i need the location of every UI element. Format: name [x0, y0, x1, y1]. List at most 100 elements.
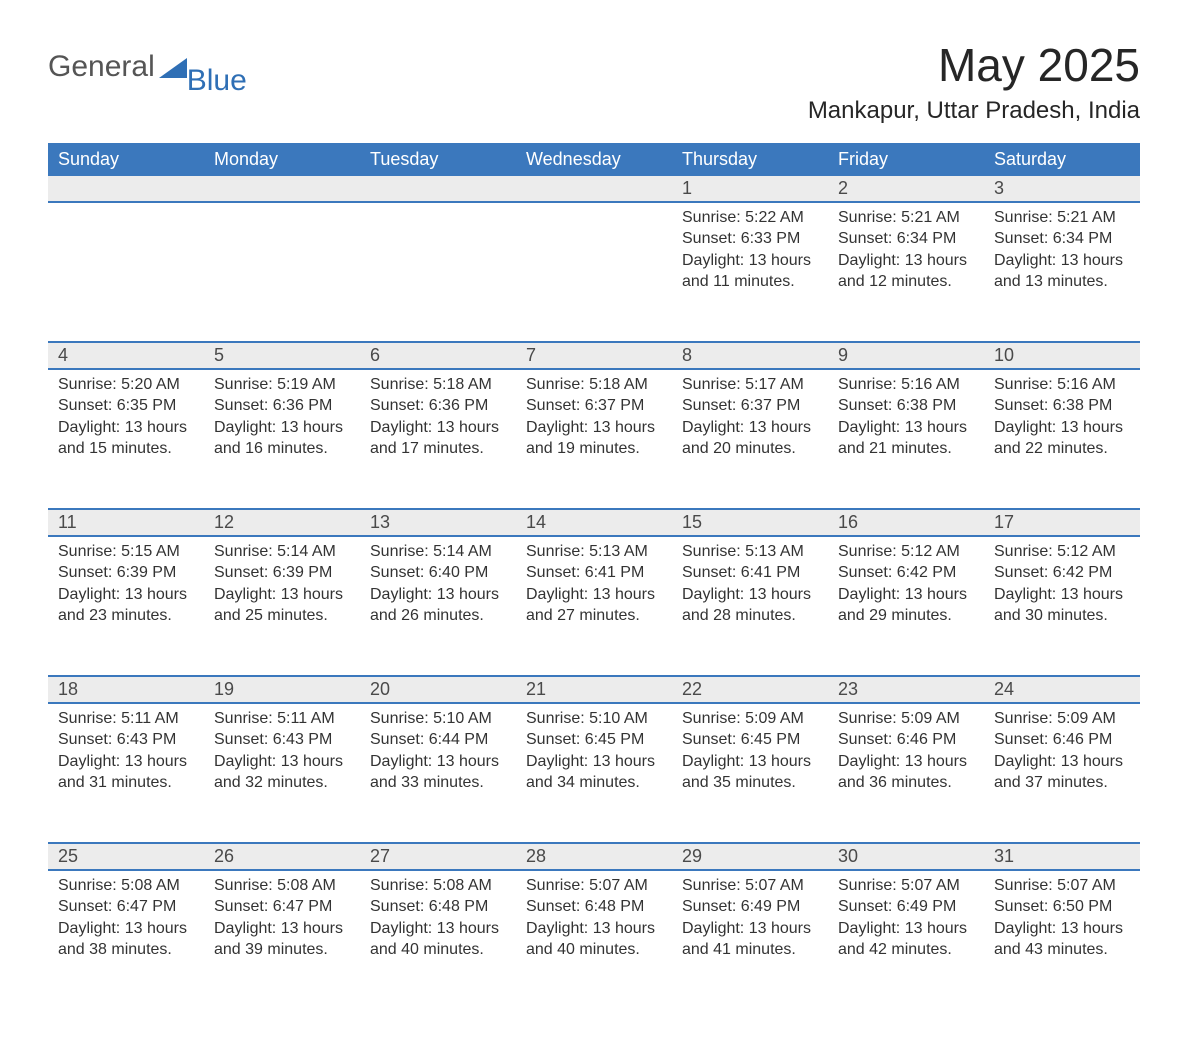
sunrise-line: Sunrise: 5:14 AM	[370, 541, 506, 563]
day-cell: Sunrise: 5:10 AMSunset: 6:45 PMDaylight:…	[516, 704, 672, 830]
daynum-row: 18192021222324	[48, 675, 1140, 702]
daynum-cell: 23	[828, 677, 984, 702]
sunrise-line: Sunrise: 5:08 AM	[214, 875, 350, 897]
sunset-line: Sunset: 6:49 PM	[838, 896, 974, 918]
sunrise-line: Sunrise: 5:08 AM	[58, 875, 194, 897]
sunset-line: Sunset: 6:37 PM	[526, 395, 662, 417]
sunset-line: Sunset: 6:34 PM	[838, 228, 974, 250]
daynum-cell: 12	[204, 510, 360, 535]
sunset-line: Sunset: 6:45 PM	[526, 729, 662, 751]
day-cell: Sunrise: 5:10 AMSunset: 6:44 PMDaylight:…	[360, 704, 516, 830]
daynum-cell: 18	[48, 677, 204, 702]
sunset-line: Sunset: 6:48 PM	[370, 896, 506, 918]
weekday-header-cell: Wednesday	[516, 143, 672, 176]
daylight-line: Daylight: 13 hours and 17 minutes.	[370, 417, 506, 460]
week-row: Sunrise: 5:20 AMSunset: 6:35 PMDaylight:…	[48, 368, 1140, 508]
sunrise-line: Sunrise: 5:22 AM	[682, 207, 818, 229]
day-cell: Sunrise: 5:14 AMSunset: 6:40 PMDaylight:…	[360, 537, 516, 663]
sunrise-line: Sunrise: 5:18 AM	[370, 374, 506, 396]
day-cell: Sunrise: 5:20 AMSunset: 6:35 PMDaylight:…	[48, 370, 204, 496]
sunrise-line: Sunrise: 5:09 AM	[994, 708, 1130, 730]
daynum-cell: 31	[984, 844, 1140, 869]
sunset-line: Sunset: 6:36 PM	[214, 395, 350, 417]
header: General Blue May 2025 Mankapur, Uttar Pr…	[48, 40, 1140, 125]
daynum-cell: 25	[48, 844, 204, 869]
daynum-cell	[516, 176, 672, 201]
sunrise-line: Sunrise: 5:11 AM	[58, 708, 194, 730]
sunrise-line: Sunrise: 5:20 AM	[58, 374, 194, 396]
day-cell: Sunrise: 5:19 AMSunset: 6:36 PMDaylight:…	[204, 370, 360, 496]
title-block: May 2025 Mankapur, Uttar Pradesh, India	[808, 40, 1140, 125]
day-cell: Sunrise: 5:21 AMSunset: 6:34 PMDaylight:…	[828, 203, 984, 329]
daynum-cell: 27	[360, 844, 516, 869]
sunrise-line: Sunrise: 5:13 AM	[682, 541, 818, 563]
daylight-line: Daylight: 13 hours and 30 minutes.	[994, 584, 1130, 627]
day-cell: Sunrise: 5:07 AMSunset: 6:50 PMDaylight:…	[984, 871, 1140, 997]
daylight-line: Daylight: 13 hours and 41 minutes.	[682, 918, 818, 961]
daylight-line: Daylight: 13 hours and 26 minutes.	[370, 584, 506, 627]
sunset-line: Sunset: 6:42 PM	[838, 562, 974, 584]
sunset-line: Sunset: 6:41 PM	[526, 562, 662, 584]
sunrise-line: Sunrise: 5:12 AM	[994, 541, 1130, 563]
daylight-line: Daylight: 13 hours and 25 minutes.	[214, 584, 350, 627]
daylight-line: Daylight: 13 hours and 35 minutes.	[682, 751, 818, 794]
daylight-line: Daylight: 13 hours and 39 minutes.	[214, 918, 350, 961]
daylight-line: Daylight: 13 hours and 11 minutes.	[682, 250, 818, 293]
daylight-line: Daylight: 13 hours and 38 minutes.	[58, 918, 194, 961]
day-cell: Sunrise: 5:08 AMSunset: 6:48 PMDaylight:…	[360, 871, 516, 997]
sunrise-line: Sunrise: 5:07 AM	[526, 875, 662, 897]
daylight-line: Daylight: 13 hours and 13 minutes.	[994, 250, 1130, 293]
daynum-cell: 21	[516, 677, 672, 702]
sunset-line: Sunset: 6:49 PM	[682, 896, 818, 918]
daynum-cell: 6	[360, 343, 516, 368]
day-cell: Sunrise: 5:12 AMSunset: 6:42 PMDaylight:…	[984, 537, 1140, 663]
daynum-cell: 28	[516, 844, 672, 869]
sunset-line: Sunset: 6:45 PM	[682, 729, 818, 751]
day-cell	[516, 203, 672, 329]
week-row: Sunrise: 5:08 AMSunset: 6:47 PMDaylight:…	[48, 869, 1140, 1009]
calendar: SundayMondayTuesdayWednesdayThursdayFrid…	[48, 143, 1140, 1009]
day-cell: Sunrise: 5:13 AMSunset: 6:41 PMDaylight:…	[672, 537, 828, 663]
sunrise-line: Sunrise: 5:08 AM	[370, 875, 506, 897]
brand-logo: General Blue	[48, 50, 247, 84]
sunrise-line: Sunrise: 5:13 AM	[526, 541, 662, 563]
daynum-cell: 9	[828, 343, 984, 368]
day-cell: Sunrise: 5:11 AMSunset: 6:43 PMDaylight:…	[204, 704, 360, 830]
day-cell: Sunrise: 5:07 AMSunset: 6:48 PMDaylight:…	[516, 871, 672, 997]
daylight-line: Daylight: 13 hours and 33 minutes.	[370, 751, 506, 794]
day-cell: Sunrise: 5:13 AMSunset: 6:41 PMDaylight:…	[516, 537, 672, 663]
page-title: May 2025	[808, 40, 1140, 91]
daylight-line: Daylight: 13 hours and 21 minutes.	[838, 417, 974, 460]
daynum-cell: 24	[984, 677, 1140, 702]
daylight-line: Daylight: 13 hours and 23 minutes.	[58, 584, 194, 627]
daynum-cell: 26	[204, 844, 360, 869]
sunrise-line: Sunrise: 5:11 AM	[214, 708, 350, 730]
day-cell	[360, 203, 516, 329]
daylight-line: Daylight: 13 hours and 40 minutes.	[526, 918, 662, 961]
sunset-line: Sunset: 6:43 PM	[214, 729, 350, 751]
daylight-line: Daylight: 13 hours and 20 minutes.	[682, 417, 818, 460]
sunset-line: Sunset: 6:43 PM	[58, 729, 194, 751]
sunset-line: Sunset: 6:33 PM	[682, 228, 818, 250]
day-cell: Sunrise: 5:14 AMSunset: 6:39 PMDaylight:…	[204, 537, 360, 663]
daynum-row: 11121314151617	[48, 508, 1140, 535]
daylight-line: Daylight: 13 hours and 15 minutes.	[58, 417, 194, 460]
daynum-cell: 3	[984, 176, 1140, 201]
day-cell	[48, 203, 204, 329]
location-subtitle: Mankapur, Uttar Pradesh, India	[808, 97, 1140, 125]
day-cell: Sunrise: 5:18 AMSunset: 6:36 PMDaylight:…	[360, 370, 516, 496]
daynum-cell: 8	[672, 343, 828, 368]
sunrise-line: Sunrise: 5:10 AM	[370, 708, 506, 730]
daynum-row: 25262728293031	[48, 842, 1140, 869]
sunset-line: Sunset: 6:38 PM	[838, 395, 974, 417]
daynum-cell: 14	[516, 510, 672, 535]
sunrise-line: Sunrise: 5:19 AM	[214, 374, 350, 396]
daynum-cell: 10	[984, 343, 1140, 368]
sunset-line: Sunset: 6:39 PM	[58, 562, 194, 584]
day-cell: Sunrise: 5:16 AMSunset: 6:38 PMDaylight:…	[828, 370, 984, 496]
daylight-line: Daylight: 13 hours and 40 minutes.	[370, 918, 506, 961]
daylight-line: Daylight: 13 hours and 12 minutes.	[838, 250, 974, 293]
sunrise-line: Sunrise: 5:21 AM	[838, 207, 974, 229]
day-cell: Sunrise: 5:07 AMSunset: 6:49 PMDaylight:…	[672, 871, 828, 997]
logo-text-general: General	[48, 50, 155, 84]
